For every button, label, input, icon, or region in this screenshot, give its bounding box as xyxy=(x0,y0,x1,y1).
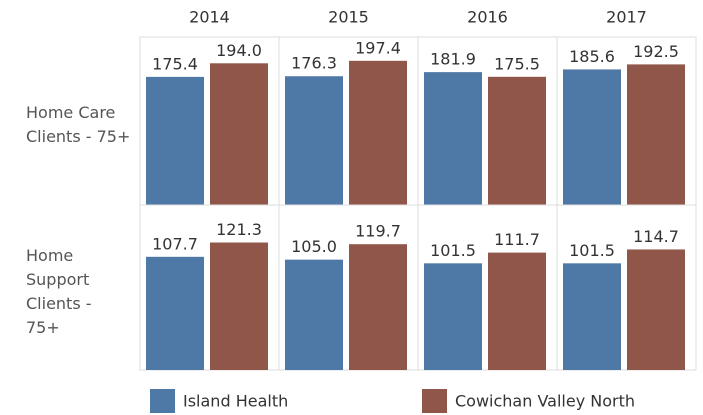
bar xyxy=(488,252,546,370)
column-header: 2016 xyxy=(467,8,508,27)
value-label: 197.4 xyxy=(355,38,401,57)
value-label: 185.6 xyxy=(569,47,615,66)
value-label: 107.7 xyxy=(152,234,198,253)
bar xyxy=(285,76,343,205)
value-label: 101.5 xyxy=(569,241,615,260)
value-label: 176.3 xyxy=(291,54,337,73)
value-label: 194.0 xyxy=(216,41,262,60)
bar xyxy=(424,72,482,205)
bar xyxy=(210,63,268,205)
value-label: 121.3 xyxy=(216,220,262,239)
value-label: 175.5 xyxy=(494,54,540,73)
bar xyxy=(488,76,546,206)
value-label: 192.5 xyxy=(633,42,679,61)
value-label: 175.4 xyxy=(152,54,198,73)
bar xyxy=(349,244,407,370)
legend-swatch xyxy=(422,389,447,413)
bar xyxy=(146,76,204,205)
bar xyxy=(563,69,621,205)
column-header: 2015 xyxy=(328,8,369,27)
column-header: 2017 xyxy=(606,8,647,27)
value-label: 181.9 xyxy=(430,50,476,69)
bar xyxy=(424,263,482,370)
row-label: Home Support Clients - 75+ xyxy=(26,245,92,337)
value-label: 119.7 xyxy=(355,222,401,241)
legend-label: Island Health xyxy=(183,392,288,411)
legend-label: Cowichan Valley North xyxy=(455,392,635,411)
column-header: 2014 xyxy=(189,8,230,27)
value-label: 101.5 xyxy=(430,241,476,260)
value-label: 111.7 xyxy=(494,230,540,249)
bar xyxy=(146,256,204,370)
bar xyxy=(210,242,268,370)
value-label: 105.0 xyxy=(291,237,337,256)
row-label: Home Care Clients - 75+ xyxy=(26,103,131,146)
legend-swatch xyxy=(150,389,175,413)
value-label: 114.7 xyxy=(633,227,679,246)
bar xyxy=(285,259,343,370)
bar xyxy=(627,64,685,206)
bar xyxy=(563,263,621,370)
bar xyxy=(627,249,685,370)
panel-border xyxy=(556,204,697,371)
bar xyxy=(349,60,407,205)
